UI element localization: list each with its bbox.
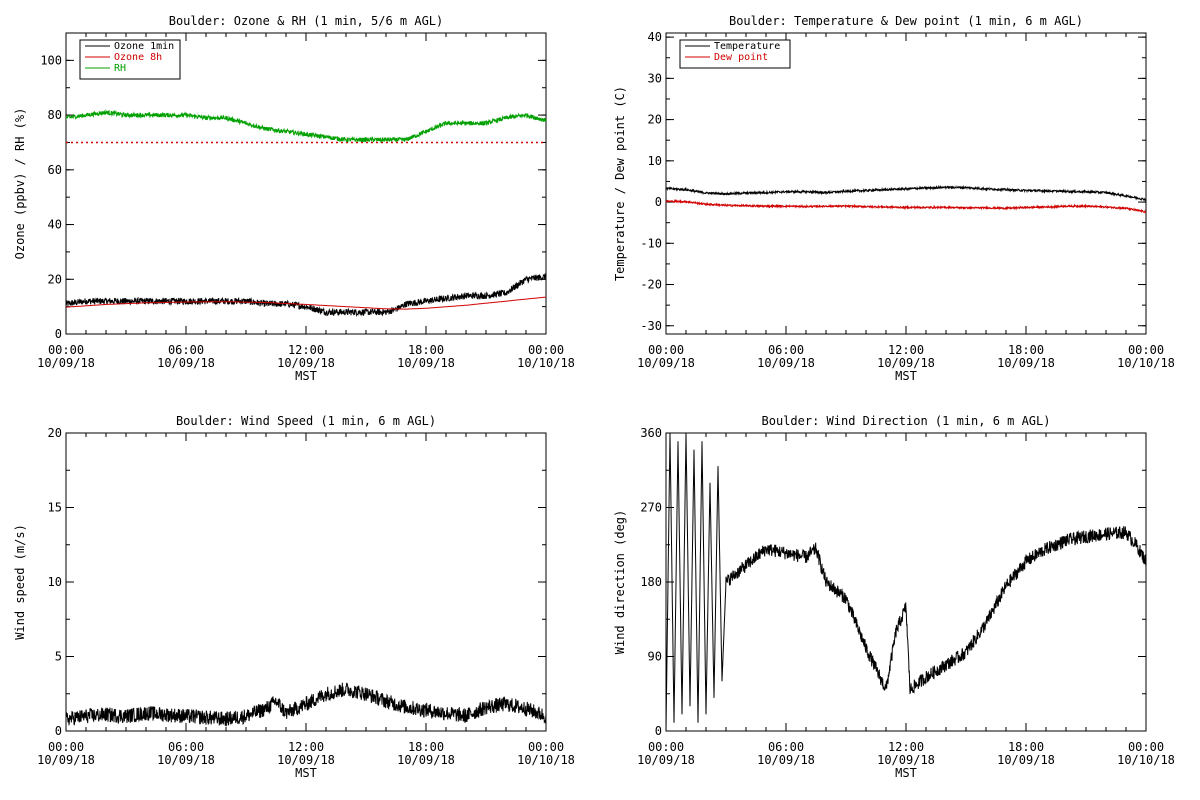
x-tick-time-label: 12:00 bbox=[888, 343, 924, 357]
x-axis-label: MST bbox=[295, 766, 317, 780]
x-tick-time-label: 00:00 bbox=[528, 343, 564, 357]
y-axis-label: Wind direction (deg) bbox=[613, 510, 627, 655]
x-tick-date-label: 10/09/18 bbox=[757, 753, 815, 767]
y-tick-label: 20 bbox=[648, 113, 662, 127]
y-tick-label: 5 bbox=[55, 650, 62, 664]
y-tick-label: 20 bbox=[48, 426, 62, 440]
plot-frame bbox=[65, 432, 547, 732]
x-tick-date-label: 10/09/18 bbox=[37, 753, 95, 767]
plot-frame bbox=[665, 432, 1147, 732]
legend-box bbox=[679, 39, 791, 69]
x-tick-date-label: 10/09/18 bbox=[277, 753, 335, 767]
x-tick-date-label: 10/09/18 bbox=[397, 356, 455, 370]
x-tick-date-label: 10/09/18 bbox=[37, 356, 95, 370]
series-line-ozone-8h bbox=[66, 296, 546, 310]
legend-entry: Dew point bbox=[714, 52, 768, 63]
y-tick-label: 270 bbox=[640, 501, 662, 515]
y-tick-label: 0 bbox=[55, 724, 62, 738]
y-tick-label: 0 bbox=[655, 195, 662, 209]
y-axis-label: Ozone (ppbv) / RH (%) bbox=[13, 108, 27, 260]
series-line-dew-point bbox=[666, 198, 1146, 214]
x-tick-date-label: 10/10/18 bbox=[1117, 753, 1175, 767]
x-axis-label: MST bbox=[295, 369, 317, 383]
x-tick-time-label: 06:00 bbox=[768, 740, 804, 754]
x-tick-date-label: 10/10/18 bbox=[1117, 356, 1175, 370]
x-tick-date-label: 10/09/18 bbox=[637, 356, 695, 370]
series-line-unnamed-0 bbox=[66, 682, 546, 727]
y-tick-label: 180 bbox=[640, 575, 662, 589]
y-tick-label: 80 bbox=[48, 108, 62, 122]
y-tick-label: 60 bbox=[48, 163, 62, 177]
legend-entry: Ozone 8h bbox=[114, 52, 162, 63]
x-tick-date-label: 10/10/18 bbox=[517, 753, 575, 767]
x-tick-time-label: 00:00 bbox=[48, 740, 84, 754]
series-line-temperature bbox=[666, 184, 1146, 202]
y-tick-label: 100 bbox=[40, 53, 62, 67]
x-tick-date-label: 10/09/18 bbox=[277, 356, 335, 370]
chart-title: Boulder: Ozone & RH (1 min, 5/6 m AGL) bbox=[169, 14, 444, 28]
y-tick-label: 10 bbox=[48, 575, 62, 589]
x-tick-time-label: 00:00 bbox=[648, 343, 684, 357]
y-axis-label: Temperature / Dew point (C) bbox=[613, 86, 627, 281]
x-tick-date-label: 10/09/18 bbox=[877, 753, 935, 767]
x-tick-date-label: 10/09/18 bbox=[997, 356, 1055, 370]
y-tick-label: 15 bbox=[48, 501, 62, 515]
x-tick-date-label: 10/09/18 bbox=[997, 753, 1055, 767]
y-tick-label: -20 bbox=[640, 278, 662, 292]
x-tick-time-label: 12:00 bbox=[288, 740, 324, 754]
series-line-rh bbox=[66, 108, 546, 143]
chart-panel-2: Boulder: Temperature & Dew point (1 min,… bbox=[613, 14, 1175, 383]
x-tick-time-label: 06:00 bbox=[768, 343, 804, 357]
series-line-unnamed-0 bbox=[666, 433, 1146, 731]
x-tick-date-label: 10/09/18 bbox=[157, 753, 215, 767]
legend-entry: Ozone 1min bbox=[114, 41, 174, 52]
x-tick-date-label: 10/09/18 bbox=[157, 356, 215, 370]
y-tick-label: 40 bbox=[648, 30, 662, 44]
y-tick-label: 10 bbox=[648, 154, 662, 168]
y-tick-label: 90 bbox=[648, 650, 662, 664]
x-tick-time-label: 18:00 bbox=[1008, 343, 1044, 357]
plot-frame bbox=[665, 32, 1147, 335]
y-tick-label: 0 bbox=[655, 724, 662, 738]
x-tick-time-label: 00:00 bbox=[1128, 740, 1164, 754]
y-tick-label: 20 bbox=[48, 272, 62, 286]
y-axis-label: Wind speed (m/s) bbox=[13, 524, 27, 640]
x-tick-time-label: 00:00 bbox=[1128, 343, 1164, 357]
y-tick-label: 360 bbox=[640, 426, 662, 440]
x-tick-date-label: 10/10/18 bbox=[517, 356, 575, 370]
x-tick-time-label: 18:00 bbox=[408, 740, 444, 754]
y-tick-label: -10 bbox=[640, 236, 662, 250]
x-tick-time-label: 18:00 bbox=[1008, 740, 1044, 754]
x-tick-time-label: 12:00 bbox=[888, 740, 924, 754]
chart-panel-4: Boulder: Wind Direction (1 min, 6 m AGL)… bbox=[613, 414, 1175, 780]
x-axis-label: MST bbox=[895, 369, 917, 383]
x-axis-label: MST bbox=[895, 766, 917, 780]
x-tick-time-label: 12:00 bbox=[288, 343, 324, 357]
y-tick-label: 0 bbox=[55, 327, 62, 341]
x-tick-time-label: 00:00 bbox=[48, 343, 84, 357]
chart-title: Boulder: Temperature & Dew point (1 min,… bbox=[729, 14, 1083, 28]
chart-panel-1: Boulder: Ozone & RH (1 min, 5/6 m AGL) 0 2… bbox=[13, 14, 575, 383]
x-tick-date-label: 10/09/18 bbox=[397, 753, 455, 767]
x-tick-date-label: 10/09/18 bbox=[877, 356, 935, 370]
y-tick-label: 40 bbox=[48, 218, 62, 232]
series-line-ozone-1min bbox=[66, 273, 546, 318]
legend-entry: RH bbox=[114, 63, 126, 74]
legend-entry: Temperature bbox=[714, 41, 780, 52]
x-tick-date-label: 10/09/18 bbox=[637, 753, 695, 767]
x-tick-time-label: 00:00 bbox=[648, 740, 684, 754]
x-tick-time-label: 06:00 bbox=[168, 343, 204, 357]
x-tick-date-label: 10/09/18 bbox=[757, 356, 815, 370]
y-tick-label: 30 bbox=[648, 71, 662, 85]
x-tick-time-label: 00:00 bbox=[528, 740, 564, 754]
x-tick-time-label: 06:00 bbox=[168, 740, 204, 754]
y-tick-label: -30 bbox=[640, 319, 662, 333]
x-tick-time-label: 18:00 bbox=[408, 343, 444, 357]
chart-title: Boulder: Wind Speed (1 min, 6 m AGL) bbox=[176, 414, 436, 428]
chart-panel-3: Boulder: Wind Speed (1 min, 6 m AGL) 0 5 10… bbox=[13, 414, 575, 780]
chart-title: Boulder: Wind Direction (1 min, 6 m AGL) bbox=[762, 414, 1051, 428]
